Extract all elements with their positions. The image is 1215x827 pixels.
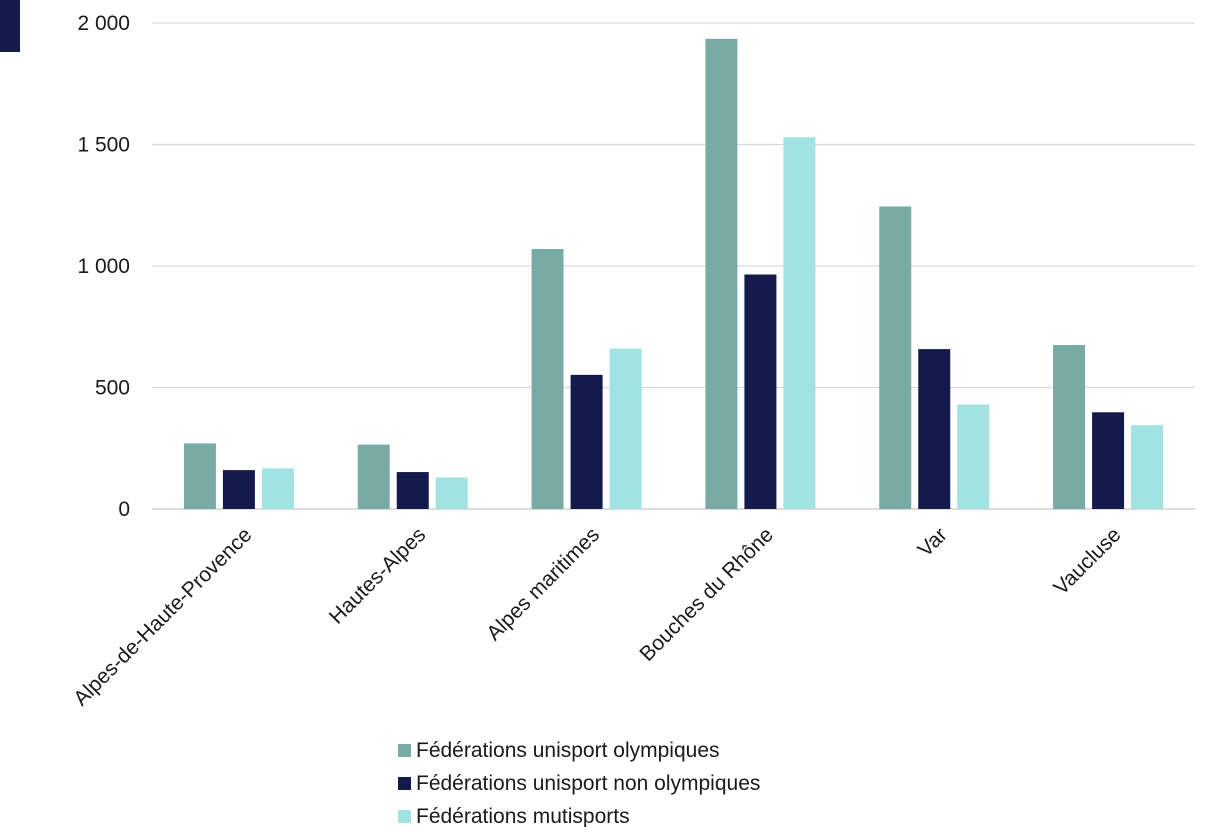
bar-series-2-category-0 xyxy=(261,468,294,509)
y-axis-ticks: 0 500 1 000 1 500 2 000 xyxy=(77,12,130,521)
bar-series-1-category-4 xyxy=(918,349,951,509)
legend-swatch-series-2 xyxy=(398,810,411,823)
bar-series-2-category-1 xyxy=(435,477,468,509)
x-tick-label: Vaucluse xyxy=(1049,523,1125,599)
legend-item-series-0: Fédérations unisport olympiques xyxy=(398,734,898,767)
legend-item-series-1: Fédérations unisport non olympiques xyxy=(398,767,898,800)
x-tick-label: Bouches du Rhône xyxy=(635,523,778,666)
legend-swatch-series-0 xyxy=(398,744,411,757)
bar-series-1-category-3 xyxy=(744,274,777,509)
bars xyxy=(183,38,1164,510)
bar-series-2-category-2 xyxy=(609,348,642,509)
bar-series-0-category-3 xyxy=(705,38,738,510)
x-tick-label: Hautes-Alpes xyxy=(325,523,430,628)
legend: Fédérations unisport olympiques Fédérati… xyxy=(398,734,898,827)
x-axis-ticks: Alpes-de-Haute-Provence Hautes-Alpes Alpes… xyxy=(69,523,1125,710)
bar-series-1-category-0 xyxy=(222,470,255,509)
y-tick-label: 1 500 xyxy=(77,134,130,157)
bar-series-1-category-1 xyxy=(396,472,429,509)
x-tick-label: Var xyxy=(914,523,952,561)
bar-series-0-category-4 xyxy=(879,206,912,509)
bar-series-2-category-4 xyxy=(957,404,990,509)
bar-series-0-category-5 xyxy=(1053,344,1086,509)
corner-accent-tab xyxy=(0,0,20,52)
bar-series-0-category-1 xyxy=(357,444,390,509)
y-tick-label: 1 000 xyxy=(77,255,130,278)
legend-label-series-0: Fédérations unisport olympiques xyxy=(416,738,720,762)
bar-series-1-category-2 xyxy=(570,374,603,509)
y-tick-label: 0 xyxy=(118,498,130,521)
x-tick-label: Alpes maritimes xyxy=(482,523,604,645)
legend-label-series-1: Fédérations unisport non olympiques xyxy=(416,771,761,795)
legend-swatch-series-1 xyxy=(398,777,411,790)
bar-series-0-category-0 xyxy=(183,443,216,509)
x-tick-label: Alpes-de-Haute-Provence xyxy=(69,523,256,710)
y-tick-label: 500 xyxy=(95,377,130,400)
gridlines xyxy=(152,22,1195,510)
legend-item-series-2: Fédérations mutisports xyxy=(398,800,898,827)
legend-label-series-2: Fédérations mutisports xyxy=(416,804,630,827)
bar-series-2-category-3 xyxy=(783,137,816,509)
bar-series-0-category-2 xyxy=(531,248,564,510)
bar-series-2-category-5 xyxy=(1131,425,1164,509)
bar-series-1-category-5 xyxy=(1092,412,1125,509)
y-tick-label: 2 000 xyxy=(77,12,130,35)
